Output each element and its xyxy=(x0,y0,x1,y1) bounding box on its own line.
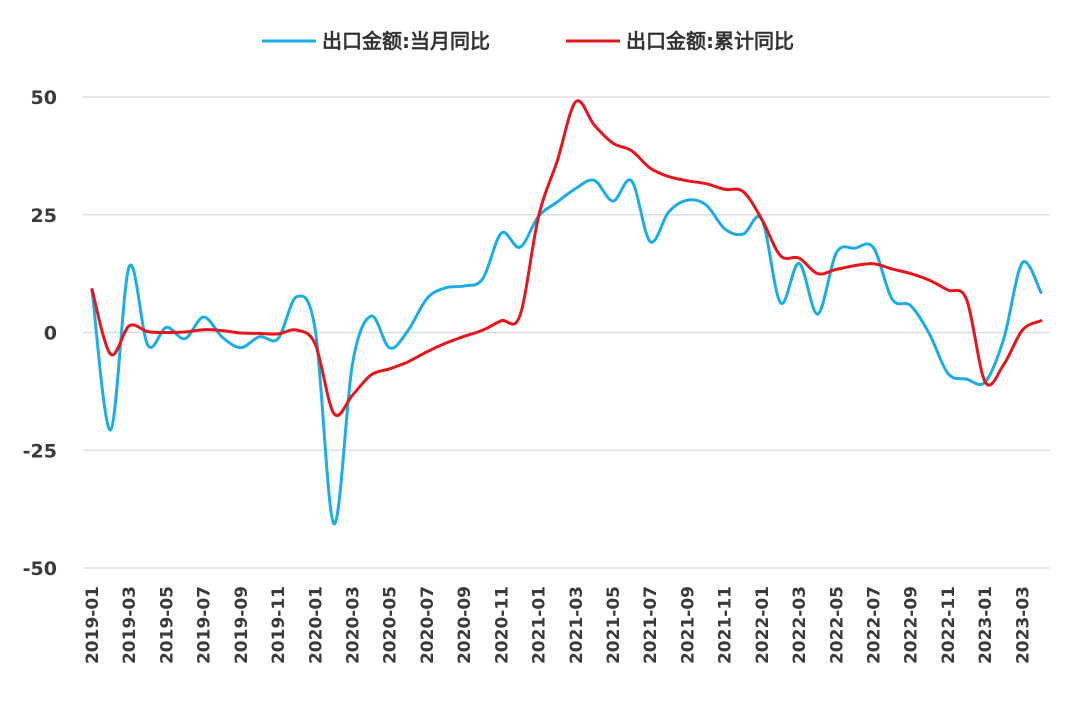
x-tick-label: 2019-01 xyxy=(83,586,103,664)
x-tick-label: 2021-03 xyxy=(567,586,587,664)
legend-label-cumulative: 出口金额:累计同比 xyxy=(626,29,794,53)
y-tick-label: 25 xyxy=(31,205,57,227)
x-tick-label: 2021-05 xyxy=(604,586,624,664)
legend: 出口金额:当月同比 出口金额:累计同比 xyxy=(262,29,794,53)
x-tick-label: 2022-09 xyxy=(902,586,922,664)
x-tick-label: 2021-09 xyxy=(678,586,698,664)
x-tick-label: 2022-07 xyxy=(865,586,885,664)
y-tick-label: -50 xyxy=(23,558,57,580)
x-tick-label: 2022-01 xyxy=(753,586,773,664)
x-tick-label: 2022-03 xyxy=(790,586,810,664)
x-tick-label: 2021-11 xyxy=(716,586,736,664)
y-tick-label: 0 xyxy=(44,323,57,345)
y-tick-label: -25 xyxy=(23,440,57,462)
x-axis: 2019-01 2019-03 2019-05 2019-07 2019-09 2019-… xyxy=(83,586,1033,664)
x-tick-label: 2023-01 xyxy=(976,586,996,664)
series-line-monthly-yoy xyxy=(90,178,1043,526)
x-tick-label: 2019-05 xyxy=(157,586,177,664)
x-tick-label: 2019-11 xyxy=(269,586,289,664)
x-tick-label: 2019-09 xyxy=(232,586,252,664)
x-tick-label: 2020-01 xyxy=(306,586,326,664)
plot-area xyxy=(90,99,1043,526)
x-tick-label: 2020-09 xyxy=(455,586,475,664)
x-tick-label: 2022-05 xyxy=(827,586,847,664)
x-tick-label: 2020-07 xyxy=(418,586,438,664)
series-line-cumulative-yoy xyxy=(90,99,1043,417)
x-tick-label: 2019-03 xyxy=(120,586,140,664)
x-tick-label: 2021-07 xyxy=(641,586,661,664)
x-tick-label: 2021-01 xyxy=(530,586,550,664)
y-tick-label: 50 xyxy=(31,87,57,109)
x-tick-label: 2023-03 xyxy=(1013,586,1033,664)
x-tick-label: 2020-03 xyxy=(344,586,364,664)
x-tick-label: 2019-07 xyxy=(195,586,215,664)
y-axis: 50 25 0 -25 -50 xyxy=(23,87,57,580)
legend-label-monthly: 出口金额:当月同比 xyxy=(322,29,490,53)
x-tick-label: 2020-11 xyxy=(492,586,512,664)
x-tick-label: 2020-05 xyxy=(381,586,401,664)
x-tick-label: 2022-11 xyxy=(939,586,959,664)
